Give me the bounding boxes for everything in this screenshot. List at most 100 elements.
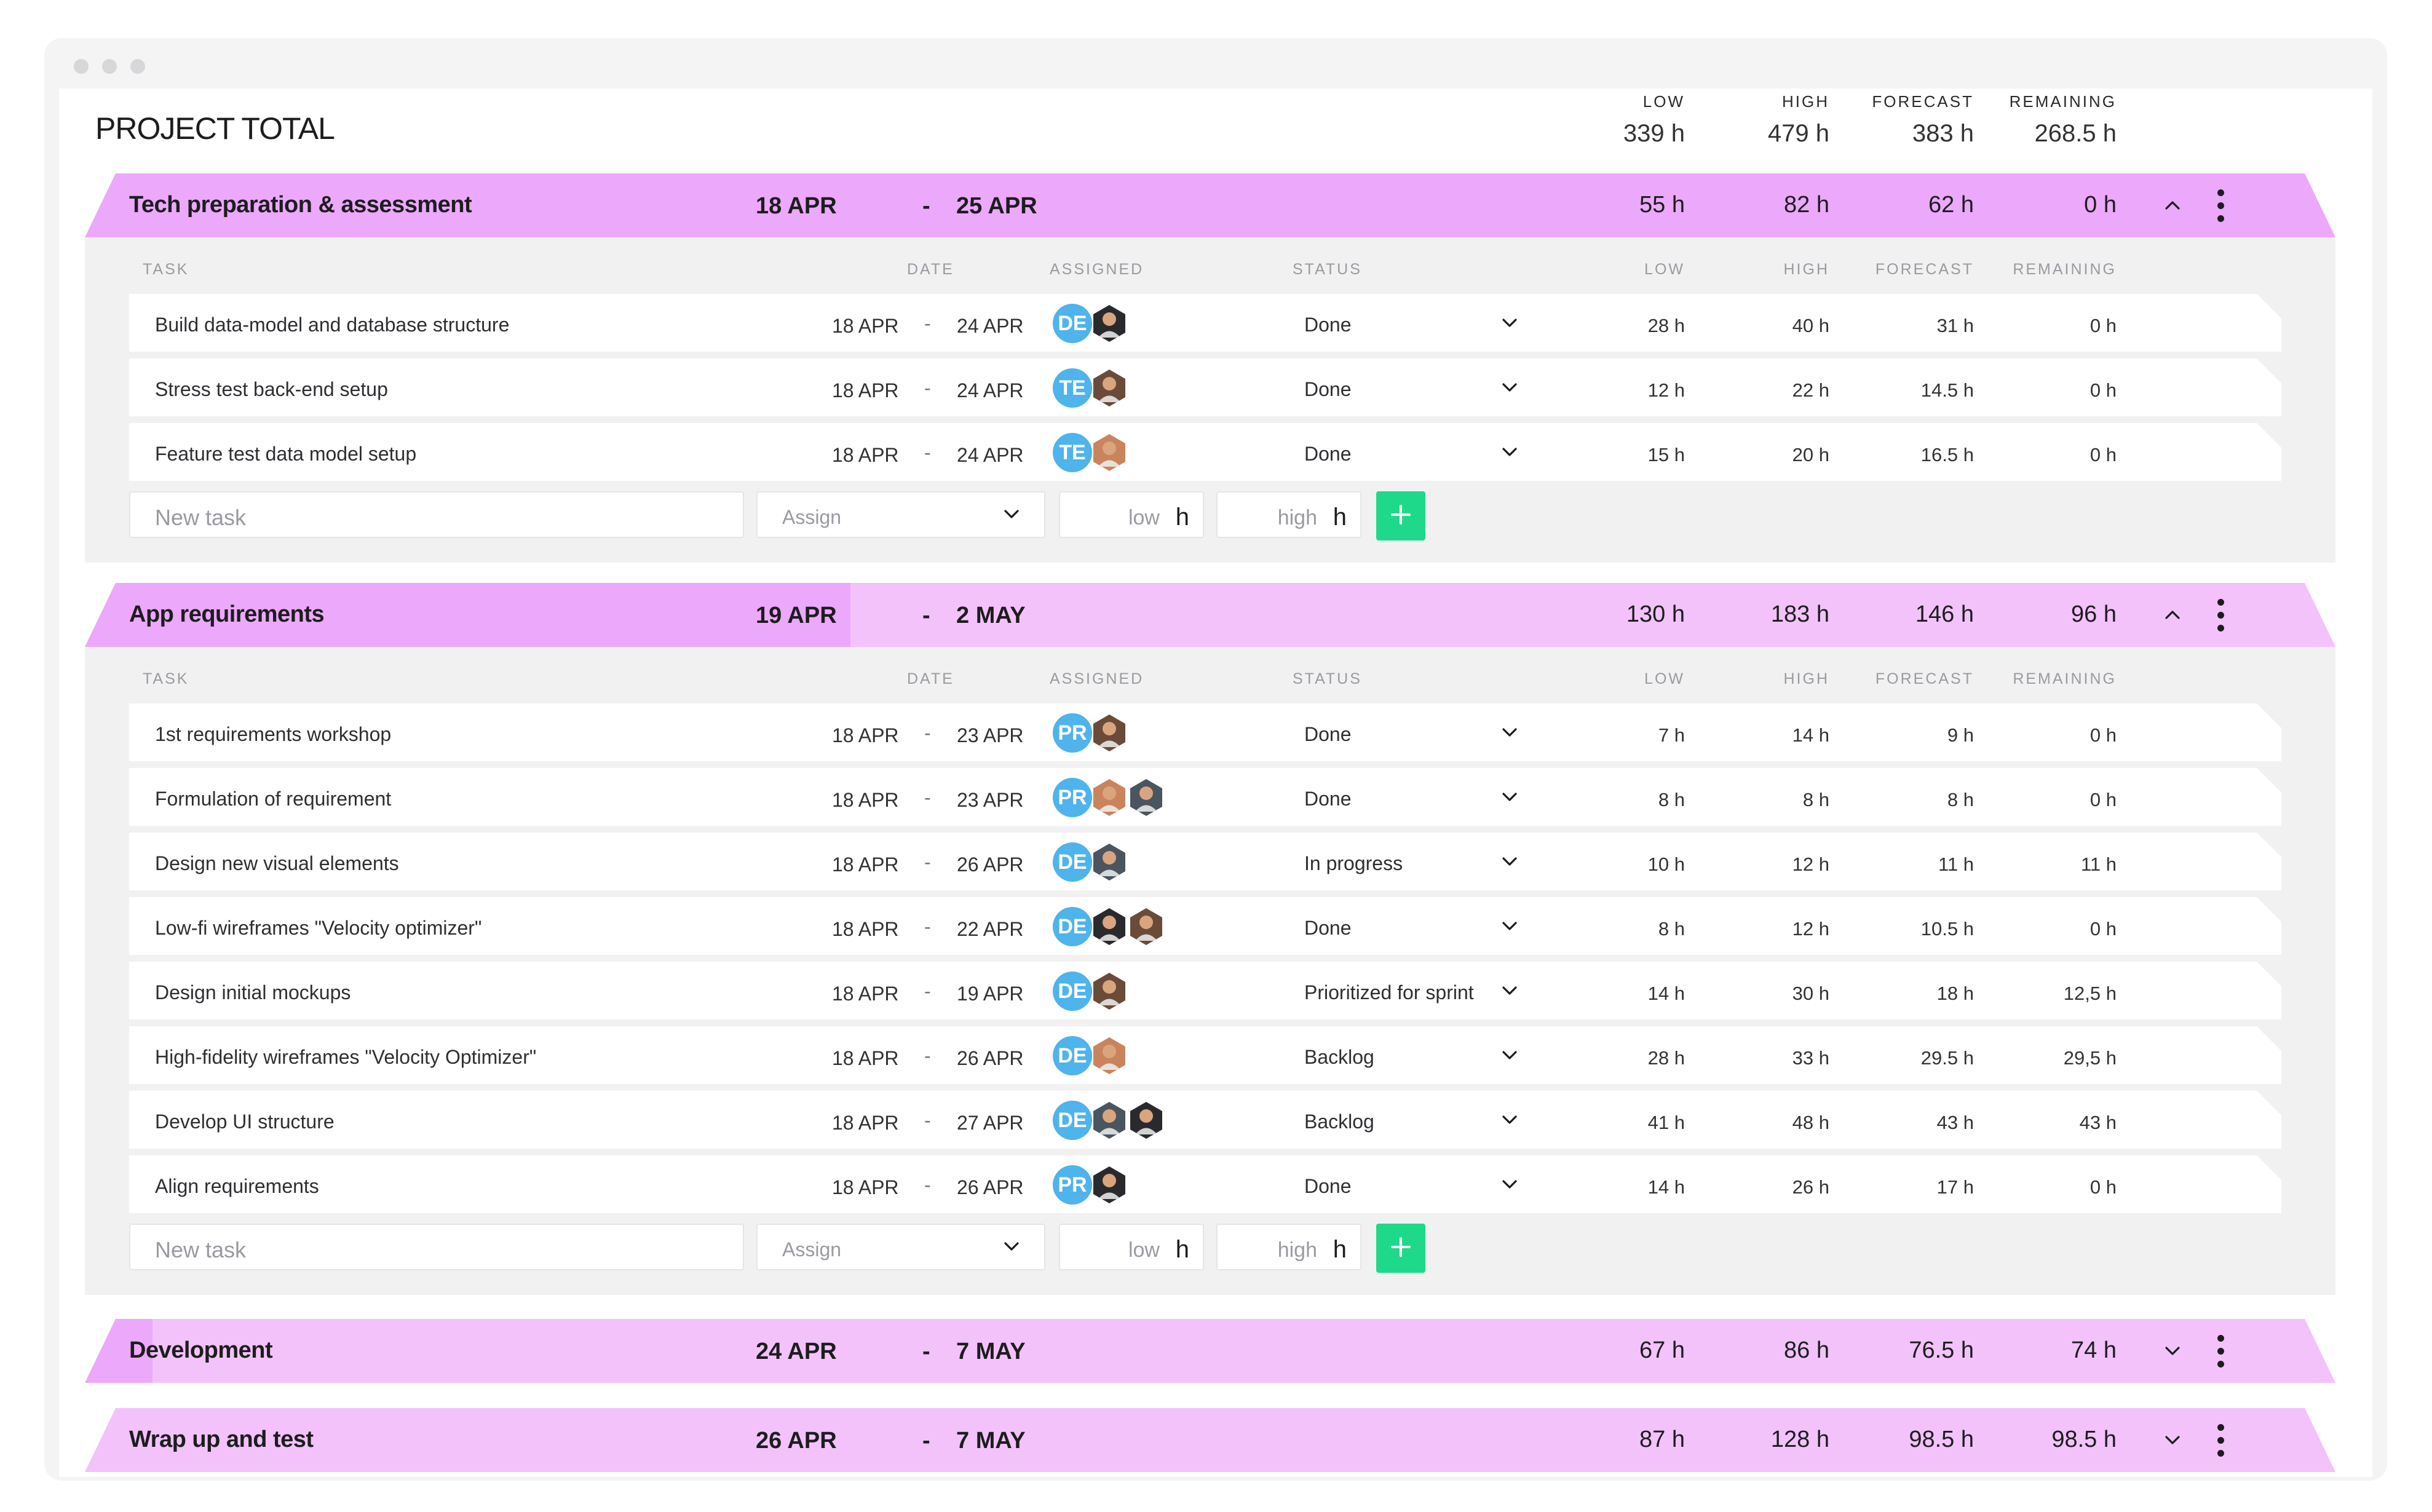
task-high: 20 h bbox=[1792, 444, 1829, 465]
status-dropdown-chevron-icon[interactable] bbox=[1502, 853, 1518, 869]
task-name[interactable]: 1st requirements workshop bbox=[155, 723, 392, 745]
task-row[interactable]: Build data-model and database structure 1… bbox=[129, 294, 2281, 352]
task-status[interactable]: In progress bbox=[1304, 852, 1403, 874]
task-row[interactable]: Feature test data model setup 18 APR - 24 A… bbox=[129, 423, 2281, 481]
high-hours-input[interactable]: high h bbox=[1216, 1224, 1361, 1270]
section-header[interactable]: Tech preparation & assessment 18 APR -25 A… bbox=[85, 173, 2335, 237]
status-dropdown-chevron-icon[interactable] bbox=[1502, 724, 1518, 740]
task-forecast: 29.5 h bbox=[1920, 1047, 1974, 1069]
add-task-button[interactable] bbox=[1376, 491, 1425, 540]
assign-chevron-down-icon[interactable] bbox=[1004, 1238, 1020, 1254]
more-options-icon[interactable] bbox=[2217, 189, 2225, 222]
assigned-avatars[interactable]: DE bbox=[1053, 304, 1129, 343]
more-options-icon[interactable] bbox=[2217, 599, 2225, 631]
task-row[interactable]: Design new visual elements 18 APR - 26 APR D… bbox=[129, 833, 2281, 890]
task-name[interactable]: Feature test data model setup bbox=[155, 443, 417, 465]
more-options-icon[interactable] bbox=[2217, 1424, 2225, 1457]
task-status[interactable]: Backlog bbox=[1304, 1110, 1374, 1133]
status-dropdown-chevron-icon[interactable] bbox=[1502, 315, 1518, 331]
new-task-input[interactable]: New task bbox=[129, 491, 744, 538]
task-row[interactable]: Stress test back-end setup 18 APR - 24 APR T… bbox=[129, 358, 2281, 416]
assigned-avatars[interactable]: PR bbox=[1053, 1165, 1129, 1205]
status-dropdown-chevron-icon[interactable] bbox=[1502, 379, 1518, 395]
task-low: 28 h bbox=[1647, 315, 1685, 336]
task-status[interactable]: Done bbox=[1304, 788, 1352, 810]
status-dropdown-chevron-icon[interactable] bbox=[1502, 444, 1518, 460]
assign-select[interactable]: Assign bbox=[756, 1224, 1045, 1270]
task-name[interactable]: Build data-model and database structure bbox=[155, 314, 510, 336]
task-status[interactable]: Done bbox=[1304, 917, 1352, 939]
task-name[interactable]: Stress test back-end setup bbox=[155, 378, 388, 400]
task-name[interactable]: Align requirements bbox=[155, 1175, 319, 1197]
status-dropdown-chevron-icon[interactable] bbox=[1502, 789, 1518, 805]
task-name[interactable]: Formulation of requirement bbox=[155, 788, 392, 810]
assigned-avatars[interactable]: TE bbox=[1053, 368, 1129, 408]
task-status[interactable]: Done bbox=[1304, 378, 1352, 400]
task-low: 12 h bbox=[1647, 379, 1685, 401]
more-options-icon[interactable] bbox=[2217, 1335, 2225, 1368]
assigned-avatars[interactable]: DE bbox=[1053, 972, 1129, 1011]
collapse-chevron-icon[interactable] bbox=[2165, 197, 2180, 213]
task-name[interactable]: Design initial mockups bbox=[155, 981, 351, 1003]
status-dropdown-chevron-icon[interactable] bbox=[1502, 1047, 1518, 1063]
hours-unit: h bbox=[1175, 1236, 1189, 1263]
low-placeholder: low bbox=[1128, 1238, 1160, 1262]
assign-select[interactable]: Assign bbox=[756, 491, 1045, 538]
task-name[interactable]: Design new visual elements bbox=[155, 852, 399, 874]
assigned-avatars[interactable]: DE bbox=[1053, 1036, 1129, 1075]
assigned-avatars[interactable]: DE bbox=[1053, 842, 1129, 882]
section-progress bbox=[85, 583, 850, 647]
task-row[interactable]: Formulation of requirement 18 APR - 23 APR P… bbox=[129, 768, 2281, 826]
task-status[interactable]: Backlog bbox=[1304, 1046, 1374, 1068]
task-low: 10 h bbox=[1647, 853, 1685, 875]
assigned-avatars[interactable]: PR bbox=[1053, 778, 1166, 817]
task-row[interactable]: 1st requirements workshop 18 APR - 23 APR PR… bbox=[129, 703, 2281, 761]
new-task-input[interactable]: New task bbox=[129, 1224, 744, 1270]
avatar-photo bbox=[1127, 1101, 1166, 1140]
task-status[interactable]: Done bbox=[1304, 314, 1352, 336]
expand-chevron-icon[interactable] bbox=[2165, 1343, 2180, 1359]
status-dropdown-chevron-icon[interactable] bbox=[1502, 983, 1518, 999]
task-row[interactable]: High-fidelity wireframes "Velocity Optim… bbox=[129, 1026, 2281, 1084]
expand-chevron-icon[interactable] bbox=[2165, 1432, 2180, 1448]
assigned-avatars[interactable]: DE bbox=[1053, 907, 1166, 946]
section-header[interactable]: App requirements 19 APR - 2 MAY 130 h 183 h 14… bbox=[85, 583, 2335, 647]
status-dropdown-chevron-icon[interactable] bbox=[1502, 1112, 1518, 1128]
task-row[interactable]: Align requirements 18 APR - 26 APR PR Done 14 … bbox=[129, 1155, 2281, 1213]
section-remaining: 98.5 h bbox=[2051, 1427, 2117, 1452]
assigned-avatars[interactable]: TE bbox=[1053, 433, 1129, 472]
task-name[interactable]: Develop UI structure bbox=[155, 1110, 335, 1133]
high-hours-input[interactable]: high h bbox=[1216, 491, 1361, 538]
column-header-date: DATE bbox=[907, 670, 954, 687]
window-close-dot[interactable] bbox=[74, 59, 89, 74]
task-name[interactable]: Low-fi wireframes "Velocity optimizer" bbox=[155, 917, 482, 939]
section-header[interactable]: Development 24 APR - 7 MAY 67 h 86 h 76.5 h 74 … bbox=[85, 1319, 2335, 1383]
low-hours-input[interactable]: low h bbox=[1059, 1224, 1204, 1270]
task-status[interactable]: Done bbox=[1304, 443, 1352, 465]
kebab-dot bbox=[2217, 625, 2224, 631]
section-header[interactable]: Wrap up and test 26 APR -7 MAY 87 h 128 h 98.… bbox=[85, 1408, 2335, 1472]
status-dropdown-chevron-icon[interactable] bbox=[1502, 1176, 1518, 1192]
task-row[interactable]: Low-fi wireframes "Velocity optimizer" 18… bbox=[129, 897, 2281, 955]
task-name[interactable]: High-fidelity wireframes "Velocity Optim… bbox=[155, 1046, 537, 1068]
add-task-button[interactable] bbox=[1376, 1224, 1425, 1273]
status-dropdown-chevron-icon[interactable] bbox=[1502, 918, 1518, 934]
window-minimize-dot[interactable] bbox=[102, 59, 117, 74]
section-end-date: 25 APR bbox=[956, 193, 1037, 219]
assigned-avatars[interactable]: PR bbox=[1053, 713, 1129, 753]
task-status[interactable]: Prioritized for sprint bbox=[1304, 981, 1474, 1003]
task-row[interactable]: Develop UI structure 18 APR - 27 APR DE Backl… bbox=[129, 1091, 2281, 1149]
task-status[interactable]: Done bbox=[1304, 1175, 1352, 1197]
assigned-avatars[interactable]: DE bbox=[1053, 1101, 1166, 1140]
task-forecast: 17 h bbox=[1936, 1176, 1974, 1198]
section-start-date: 19 APR bbox=[756, 603, 837, 628]
task-remaining: 43 h bbox=[2079, 1112, 2117, 1133]
assign-chevron-down-icon[interactable] bbox=[1004, 506, 1020, 522]
task-row[interactable]: Design initial mockups 18 APR - 19 APR DE Pri… bbox=[129, 962, 2281, 1019]
task-remaining: 0 h bbox=[2089, 724, 2117, 746]
task-status[interactable]: Done bbox=[1304, 723, 1352, 745]
window-maximize-dot[interactable] bbox=[130, 59, 145, 74]
section-forecast: 76.5 h bbox=[1909, 1337, 1974, 1363]
collapse-chevron-icon[interactable] bbox=[2165, 607, 2180, 623]
low-hours-input[interactable]: low h bbox=[1059, 491, 1204, 538]
